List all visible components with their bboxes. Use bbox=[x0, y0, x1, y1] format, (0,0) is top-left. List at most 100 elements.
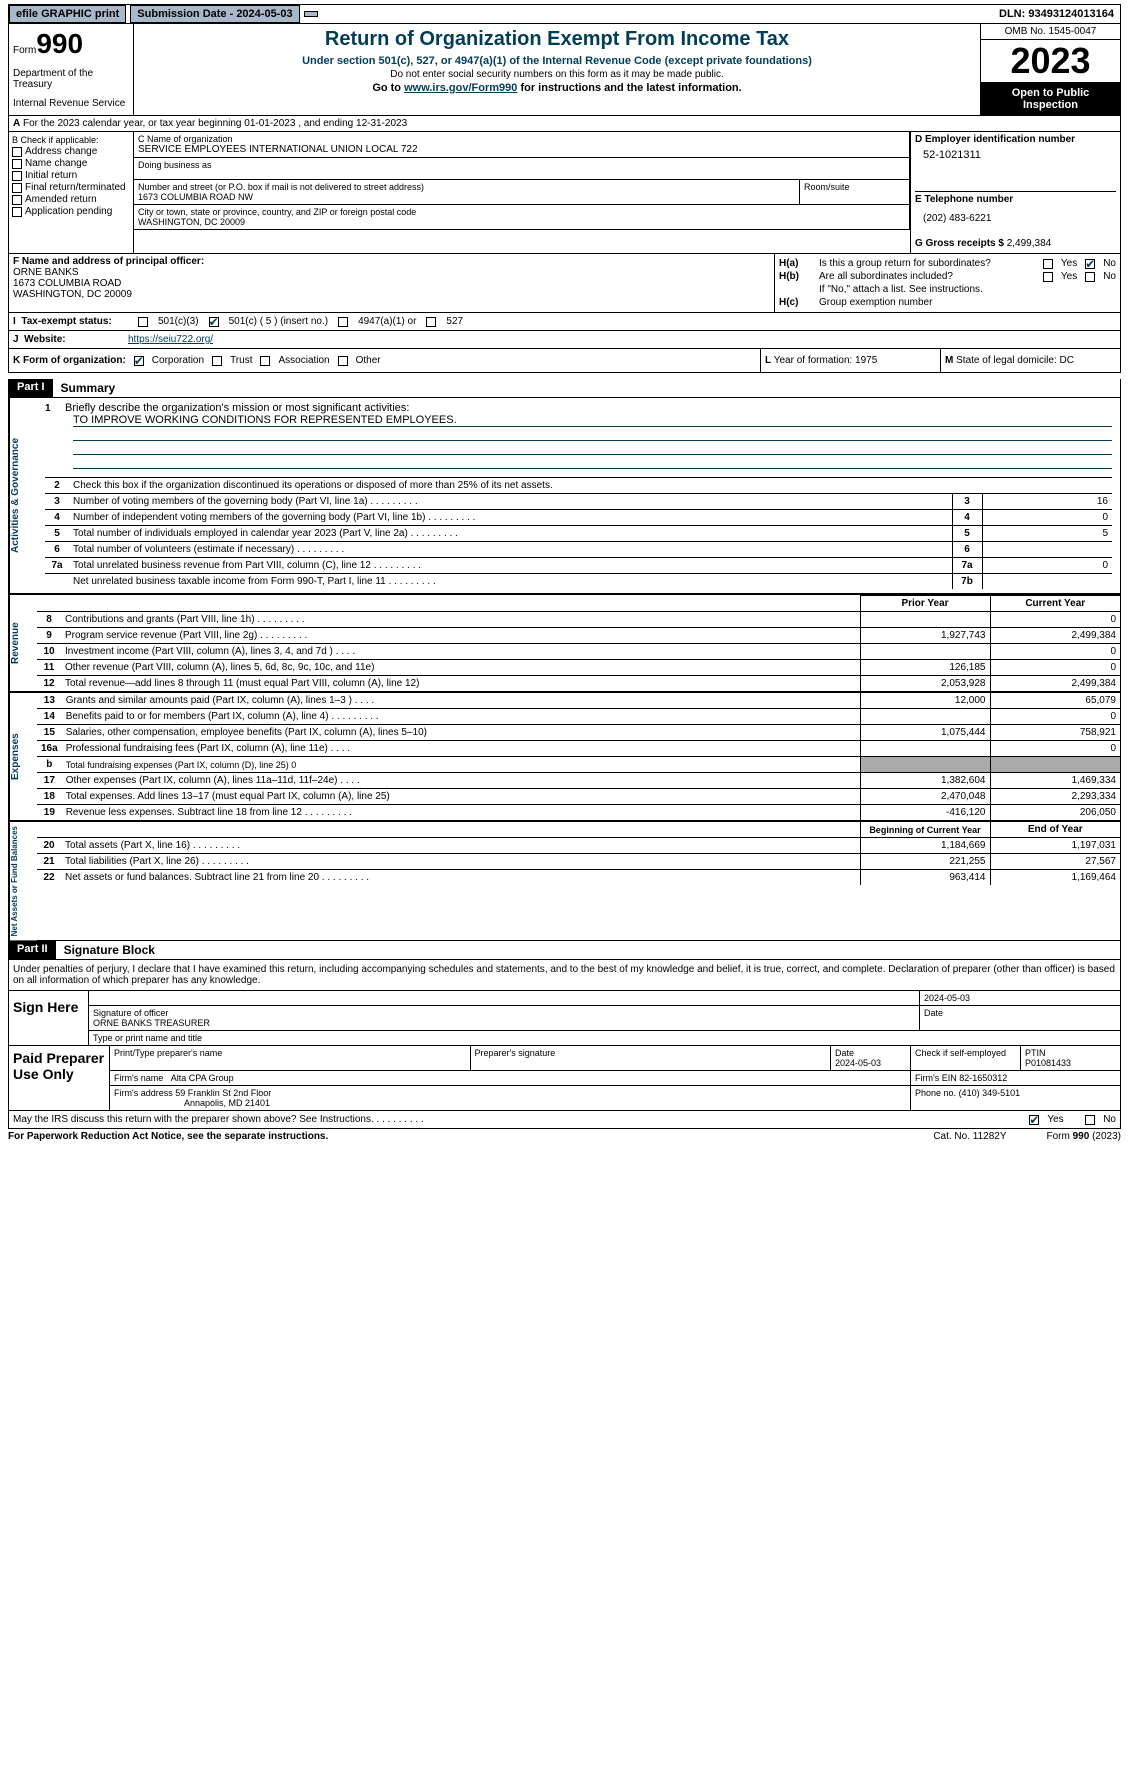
l16b-curr-grey bbox=[990, 757, 1120, 773]
chk-4947[interactable] bbox=[338, 317, 348, 327]
chk-501c[interactable] bbox=[209, 317, 219, 327]
officer-addr1: 1673 COLUMBIA ROAD bbox=[13, 278, 770, 289]
irs-link[interactable]: www.irs.gov/Form990 bbox=[404, 82, 517, 94]
chk-527[interactable] bbox=[426, 317, 436, 327]
l20-curr: 1,197,031 bbox=[990, 838, 1120, 854]
dba-label: Doing business as bbox=[134, 158, 910, 180]
discuss-text: May the IRS discuss this return with the… bbox=[13, 1114, 424, 1125]
hdr-prior-year: Prior Year bbox=[860, 596, 990, 612]
ha-no-chk[interactable] bbox=[1085, 259, 1095, 269]
l11-prior: 126,185 bbox=[860, 660, 990, 676]
l16a-text: Professional fundraising fees (Part IX, … bbox=[62, 741, 860, 757]
vtab-expenses: Expenses bbox=[9, 693, 37, 820]
footer-catno: Cat. No. 11282Y bbox=[933, 1131, 1006, 1142]
discuss-no-chk[interactable] bbox=[1085, 1115, 1095, 1125]
footer-form-num: 990 bbox=[1073, 1131, 1090, 1142]
l11-text: Other revenue (Part VIII, column (A), li… bbox=[61, 660, 860, 676]
sig-intro-text: Under penalties of perjury, I declare th… bbox=[8, 960, 1121, 991]
ha-yes-chk[interactable] bbox=[1043, 259, 1053, 269]
l18-num: 18 bbox=[37, 789, 62, 805]
org-name: SERVICE EMPLOYEES INTERNATIONAL UNION LO… bbox=[138, 144, 905, 155]
paid-preparer-label: Paid Preparer Use Only bbox=[9, 1046, 109, 1110]
l4-num: 4 bbox=[45, 510, 69, 526]
chk-amended-return[interactable] bbox=[12, 195, 22, 205]
l2-text: Check this box if the organization disco… bbox=[69, 478, 1112, 494]
l9-text: Program service revenue (Part VIII, line… bbox=[61, 628, 860, 644]
l5-num: 5 bbox=[45, 526, 69, 542]
hb-yes-chk[interactable] bbox=[1043, 272, 1053, 282]
l19-text: Revenue less expenses. Subtract line 18 … bbox=[62, 805, 860, 821]
website-link[interactable]: https://seiu722.org/ bbox=[128, 334, 213, 345]
l7b-val bbox=[982, 574, 1112, 590]
l-label: L bbox=[765, 355, 771, 366]
l22-num: 22 bbox=[37, 870, 61, 886]
gross-value: 2,499,384 bbox=[1007, 238, 1052, 249]
gross-receipts: G Gross receipts $ 2,499,384 bbox=[915, 238, 1125, 249]
l13-text: Grants and similar amounts paid (Part IX… bbox=[62, 693, 860, 709]
l10-curr: 0 bbox=[990, 644, 1120, 660]
opt-501c3: 501(c)(3) bbox=[158, 316, 199, 327]
chk-application-pending[interactable] bbox=[12, 207, 22, 217]
chk-initial-return[interactable] bbox=[12, 171, 22, 181]
row-k-l-m: K Form of organization: Corporation Trus… bbox=[8, 349, 1121, 373]
form-number: 990 bbox=[36, 28, 83, 59]
l7a-val: 0 bbox=[982, 558, 1112, 574]
expenses-table: 13Grants and similar amounts paid (Part … bbox=[37, 693, 1120, 820]
hb-no: No bbox=[1103, 271, 1116, 282]
opt-address-change: Address change bbox=[25, 146, 97, 157]
chk-trust[interactable] bbox=[212, 356, 222, 366]
firm-name-label: Firm's name bbox=[114, 1073, 163, 1083]
l20-num: 20 bbox=[37, 838, 61, 854]
type-name-label: Type or print name and title bbox=[89, 1031, 1120, 1045]
chk-final-return[interactable] bbox=[12, 183, 22, 193]
hb-no-chk[interactable] bbox=[1085, 272, 1095, 282]
form-title: Return of Organization Exempt From Incom… bbox=[138, 28, 976, 51]
dropdown-icon[interactable] bbox=[304, 11, 318, 17]
firm-addr2: Annapolis, MD 21401 bbox=[184, 1098, 270, 1108]
hb-note: If "No," attach a list. See instructions… bbox=[819, 284, 1116, 295]
chk-corporation[interactable] bbox=[134, 356, 144, 366]
discuss-yes: Yes bbox=[1047, 1114, 1063, 1125]
l10-text: Investment income (Part VIII, column (A)… bbox=[61, 644, 860, 660]
discuss-no: No bbox=[1103, 1114, 1116, 1125]
year-formation: Year of formation: 1975 bbox=[774, 355, 878, 366]
chk-address-change[interactable] bbox=[12, 147, 22, 157]
opt-4947: 4947(a)(1) or bbox=[358, 316, 416, 327]
opt-final-return: Final return/terminated bbox=[25, 182, 126, 193]
hdr-beginning-year: Beginning of Current Year bbox=[860, 822, 990, 838]
open-public-badge: Open to Public Inspection bbox=[981, 83, 1120, 115]
city-value: WASHINGTON, DC 20009 bbox=[138, 217, 905, 227]
l22-prior: 963,414 bbox=[860, 870, 990, 886]
row-a-text: For the 2023 calendar year, or tax year … bbox=[23, 118, 407, 129]
row-i-tax-status: I Tax-exempt status: 501(c)(3) 501(c) ( … bbox=[8, 313, 1121, 331]
l7b-num bbox=[45, 574, 69, 590]
l5-text: Total number of individuals employed in … bbox=[69, 526, 952, 542]
l11-num: 11 bbox=[37, 660, 61, 676]
hdr-end-year: End of Year bbox=[990, 822, 1120, 838]
chk-other[interactable] bbox=[338, 356, 348, 366]
row-j-website: J Website: https://seiu722.org/ bbox=[8, 331, 1121, 349]
paid-preparer-block: Paid Preparer Use Only Print/Type prepar… bbox=[9, 1045, 1120, 1110]
l18-text: Total expenses. Add lines 13–17 (must eq… bbox=[62, 789, 860, 805]
l21-num: 21 bbox=[37, 854, 61, 870]
gross-label: G Gross receipts $ bbox=[915, 238, 1004, 249]
chk-association[interactable] bbox=[260, 356, 270, 366]
l21-text: Total liabilities (Part X, line 26) bbox=[61, 854, 860, 870]
l21-curr: 27,567 bbox=[990, 854, 1120, 870]
ha-yes: Yes bbox=[1061, 258, 1077, 269]
l14-prior bbox=[860, 709, 990, 725]
l4-val: 0 bbox=[982, 510, 1112, 526]
prep-date: 2024-05-03 bbox=[835, 1058, 881, 1068]
l22-text: Net assets or fund balances. Subtract li… bbox=[61, 870, 860, 886]
part2-header-row: Part II Signature Block bbox=[8, 941, 1121, 960]
row-a-tax-year: A For the 2023 calendar year, or tax yea… bbox=[8, 116, 1121, 132]
chk-name-change[interactable] bbox=[12, 159, 22, 169]
discuss-yes-chk[interactable] bbox=[1029, 1115, 1039, 1125]
hb-text: Are all subordinates included? bbox=[819, 271, 1043, 282]
form-word: Form bbox=[13, 45, 36, 56]
efile-print-button[interactable]: efile GRAPHIC print bbox=[9, 5, 126, 23]
title-cell: Return of Organization Exempt From Incom… bbox=[134, 24, 980, 115]
chk-501c3[interactable] bbox=[138, 317, 148, 327]
l10-prior bbox=[860, 644, 990, 660]
part2-badge: Part II bbox=[9, 941, 56, 959]
